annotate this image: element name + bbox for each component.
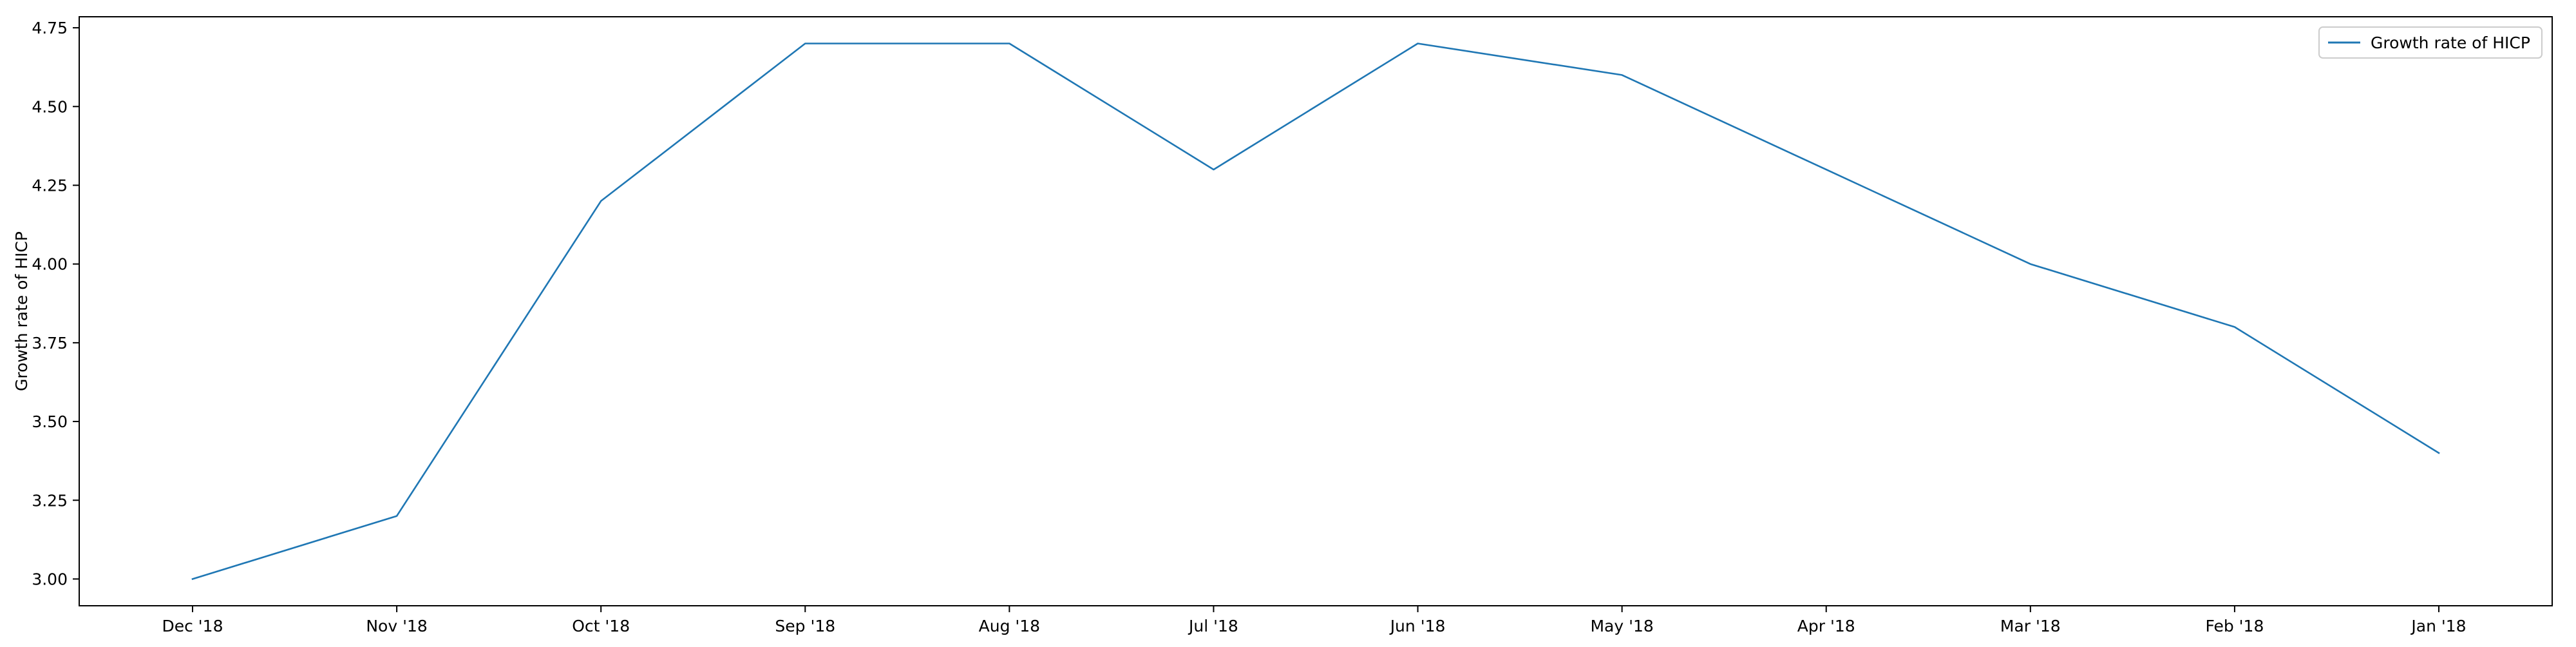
- plot-frame: [79, 16, 2553, 606]
- y-tick-label: 3.75: [32, 334, 68, 352]
- y-tick-label: 4.50: [32, 97, 68, 116]
- x-tick-label: Jul '18: [1188, 617, 1238, 635]
- y-tick-label: 3.50: [32, 412, 68, 431]
- x-tick-label: Dec '18: [162, 617, 223, 635]
- y-tick-label: 3.00: [32, 570, 68, 588]
- legend-label: Growth rate of HICP: [2371, 34, 2530, 52]
- x-tick-label: Aug '18: [979, 617, 1040, 635]
- x-tick-label: Jan '18: [2410, 617, 2466, 635]
- y-tick-label: 3.25: [32, 491, 68, 510]
- x-tick-label: Feb '18: [2205, 617, 2264, 635]
- x-tick-label: Apr '18: [1797, 617, 1855, 635]
- x-tick-label: May '18: [1590, 617, 1653, 635]
- series-lines: [191, 43, 2440, 581]
- x-axis-ticks: Dec '18 Nov '18 Oct '18 Sep '18 Aug '18 Jul '…: [162, 606, 2467, 635]
- y-tick-label: 4.75: [32, 19, 68, 37]
- x-tick-label: Sep '18: [775, 617, 835, 635]
- x-tick-label: Mar '18: [2000, 617, 2061, 635]
- series-line: [191, 43, 2440, 581]
- x-tick-label: Nov '18: [366, 617, 427, 635]
- x-tick-label: Oct '18: [572, 617, 630, 635]
- y-tick-label: 4.25: [32, 176, 68, 195]
- y-axis-label: Growth rate of HICP: [12, 231, 31, 391]
- x-tick-label: Jun '18: [1389, 617, 1446, 635]
- legend-box: [2318, 26, 2543, 59]
- y-axis-ticks: 3.00 3.25 3.50 3.75 4.00 4.25 4.50 4.75: [32, 19, 79, 588]
- y-tick-label: 4.00: [32, 255, 68, 274]
- legend: Growth rate of HICP: [2318, 26, 2543, 59]
